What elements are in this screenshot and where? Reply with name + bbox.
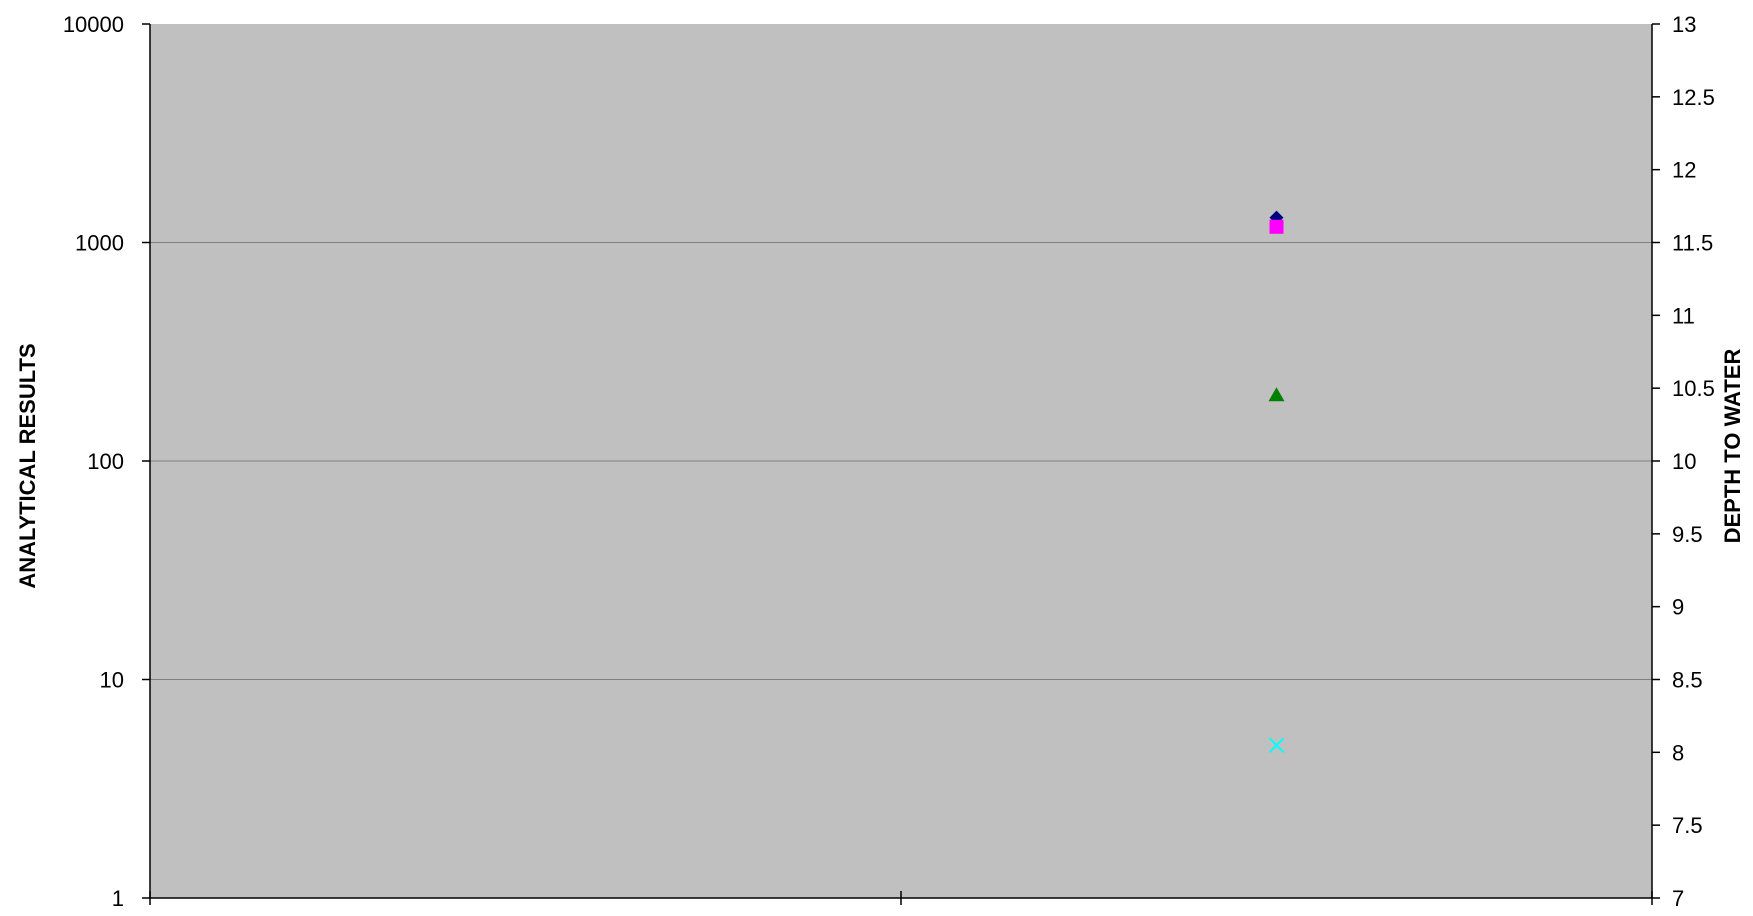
right-tick-label: 10 (1672, 449, 1696, 474)
right-tick-label: 12 (1672, 158, 1696, 183)
right-tick-label: 8.5 (1672, 668, 1703, 693)
right-tick-label: 13 (1672, 12, 1696, 37)
gridlines (150, 242, 1652, 680)
y2-axis-title: DEPTH TO WATER (1720, 349, 1745, 544)
left-tick-label: 1 (112, 886, 124, 911)
x-marker (1268, 737, 1285, 753)
right-tick-label: 11.5 (1672, 231, 1713, 256)
right-tick-label: 9.5 (1672, 522, 1703, 547)
right-tick-label: 9 (1672, 595, 1684, 620)
left-tick-label: 1000 (75, 231, 124, 256)
square-marker (1269, 219, 1284, 234)
left-axis-ticks: 1 10 100 1000 10000 (63, 12, 150, 911)
right-tick-label: 10.5 (1672, 376, 1715, 401)
data-markers (1268, 210, 1285, 753)
right-tick-label: 11 (1672, 303, 1695, 328)
right-tick-label: 7.5 (1672, 813, 1703, 838)
right-tick-label: 7 (1672, 886, 1684, 911)
triangle-marker (1268, 387, 1285, 402)
left-tick-label: 10 (100, 668, 124, 693)
left-tick-label: 10000 (63, 12, 124, 37)
right-tick-label: 12.5 (1672, 85, 1715, 110)
x-axis-ticks (149, 891, 1653, 905)
left-tick-label: 100 (87, 449, 124, 474)
y-axis-title: ANALYTICAL RESULTS (15, 343, 40, 588)
right-tick-label: 8 (1672, 740, 1684, 765)
right-axis-ticks: 7 7.5 8 8.5 9 9.5 10 10.5 11 11.5 12 12.5 13 (1652, 12, 1715, 911)
